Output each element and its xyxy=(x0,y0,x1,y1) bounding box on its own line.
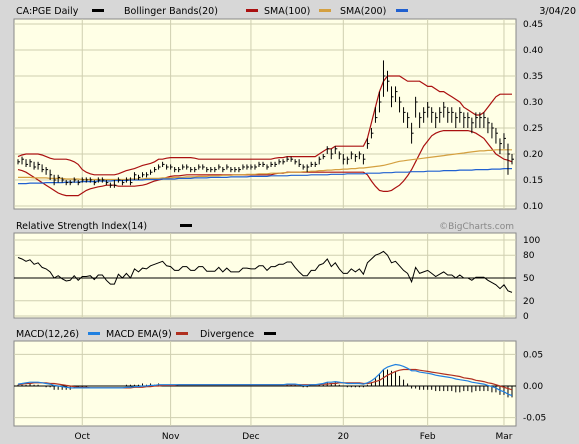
macd-ema-legend-swatch xyxy=(176,332,188,335)
x-tick-label: Nov xyxy=(162,432,180,442)
price-tick-label: 0.40 xyxy=(523,46,543,56)
x-tick-label: Dec xyxy=(242,432,259,442)
macd-ema-label: MACD EMA(9) xyxy=(106,329,172,340)
x-tick-label: Feb xyxy=(420,432,436,442)
rsi-line xyxy=(17,250,513,293)
price-tick-label: 0.25 xyxy=(523,124,543,134)
price-tick-label: 0.35 xyxy=(523,72,543,82)
rsi-tick-label: 20 xyxy=(523,297,535,307)
macd-tick-label: -0.05 xyxy=(523,414,546,424)
rsi-legend-swatch xyxy=(180,224,192,227)
price-panel xyxy=(13,18,517,210)
x-tick-label: 20 xyxy=(338,432,350,442)
axis-layer: Oct Nov Dec 20 Feb Mar 0.10 0.15 0.20 0.25 0.30 0.3… xyxy=(74,20,546,442)
divergence-legend-swatch xyxy=(264,332,276,335)
price-tick-label: 0.30 xyxy=(523,98,543,108)
price-legend-swatch xyxy=(92,9,104,12)
x-tick-label: Oct xyxy=(74,432,90,442)
divergence-label: Divergence xyxy=(200,329,254,340)
rsi-tick-label: 50 xyxy=(523,274,535,284)
price-tick-label: 0.45 xyxy=(523,20,543,30)
macd-line xyxy=(17,363,513,397)
macd-panel xyxy=(13,340,517,427)
sma200-line xyxy=(18,168,512,185)
price-tick-label: 0.20 xyxy=(523,150,543,160)
rsi-tick-label: 80 xyxy=(523,251,535,261)
macd-legend-swatch xyxy=(88,332,100,335)
bigcharts-watermark: ©BigCharts.com xyxy=(439,222,514,232)
macd-tick-label: 0.05 xyxy=(523,350,543,360)
symbol-label: CA:PGE Daily xyxy=(16,6,79,17)
rsi-tick-label: 100 xyxy=(523,236,540,246)
sma200-legend-swatch xyxy=(396,9,408,12)
sma100-legend-swatch xyxy=(319,9,331,12)
x-tick-label: Mar xyxy=(495,432,512,442)
date-label: 3/04/20 xyxy=(539,6,576,17)
bollinger-legend-swatch xyxy=(246,9,258,12)
price-tick-label: 0.10 xyxy=(523,202,543,212)
price-layer xyxy=(17,60,514,197)
rsi-tick-label: 0 xyxy=(523,312,529,322)
rsi-label: Relative Strength Index(14) xyxy=(16,221,147,232)
bollinger-lower-line xyxy=(17,130,513,197)
macd-tick-label: 0.00 xyxy=(523,382,543,392)
sma100-label: SMA(100) xyxy=(264,6,310,17)
bollinger-upper-line xyxy=(17,75,512,176)
rsi-layer xyxy=(14,250,516,293)
sma200-label: SMA(200) xyxy=(340,6,386,17)
price-tick-label: 0.15 xyxy=(523,176,543,186)
bollinger-label: Bollinger Bands(20) xyxy=(124,6,218,17)
macd-label: MACD(12,26) xyxy=(16,329,79,340)
macd-layer xyxy=(14,363,516,398)
